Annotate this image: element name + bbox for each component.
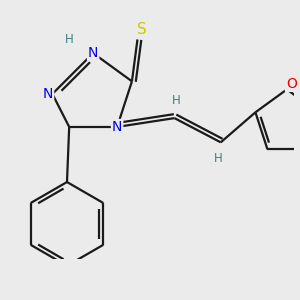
Text: H: H	[64, 33, 73, 46]
Text: O: O	[286, 77, 297, 91]
Text: N: N	[112, 120, 122, 134]
Text: S: S	[137, 22, 147, 37]
Text: N: N	[43, 87, 53, 101]
Text: N: N	[88, 46, 98, 60]
Text: H: H	[172, 94, 181, 107]
Text: H: H	[214, 152, 223, 165]
